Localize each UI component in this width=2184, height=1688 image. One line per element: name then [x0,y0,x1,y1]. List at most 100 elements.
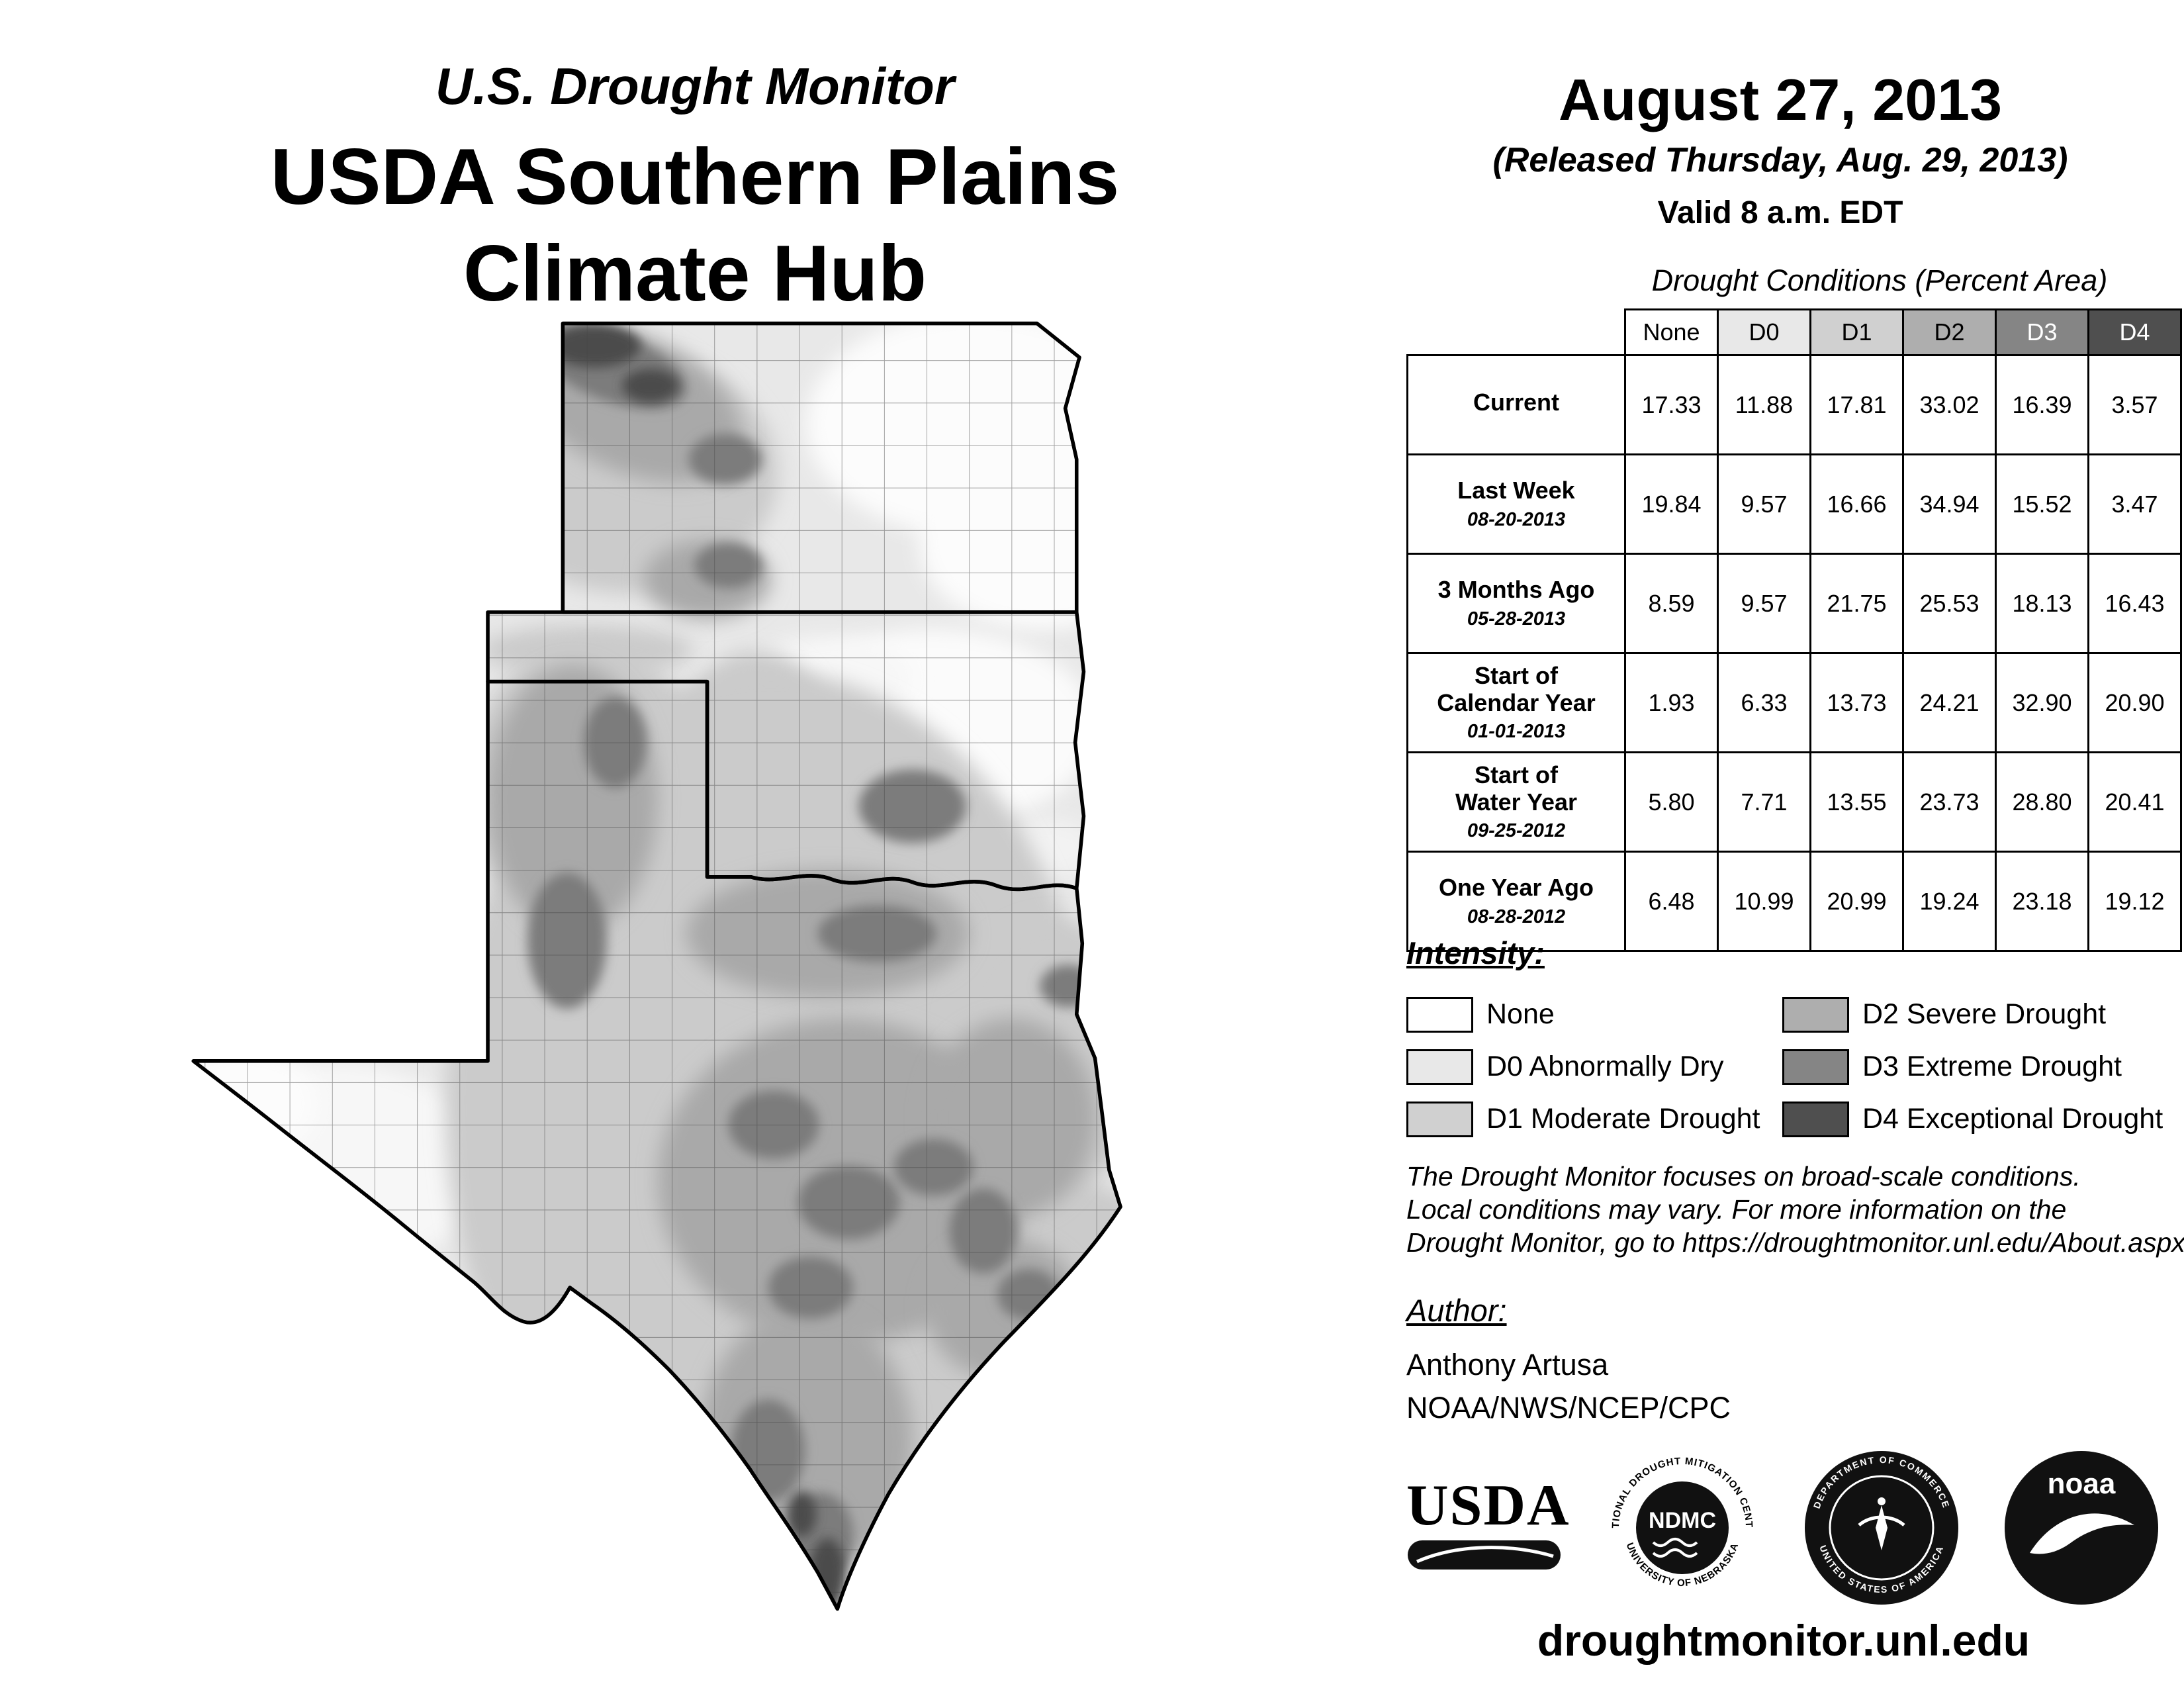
d4-swatch [1782,1101,1849,1137]
table-cell: 20.41 [2087,751,2182,853]
table-cell: 19.24 [1902,851,1997,952]
table-cell: 28.80 [1995,751,2089,853]
row-label: 3 Months Ago [1437,576,1595,604]
table-cell: 6.33 [1717,652,1811,753]
row-label-cell: Last Week 08-20-2013 [1406,453,1626,555]
logo-row: USDA NATIONAL DROUGHT MITIGATION CENTER … [1406,1446,2161,1609]
table-row-last-week: Last Week 08-20-2013 19.84 9.57 16.66 34… [1406,453,2182,555]
ndmc-logo-text: NDMC [1649,1508,1716,1533]
table-cell: 15.52 [1995,453,2089,555]
d1-swatch [1406,1101,1473,1137]
table-row-3-months-ago: 3 Months Ago 05-28-2013 8.59 9.57 21.75 … [1406,553,2182,654]
table-cell: 7.71 [1717,751,1811,853]
table-caption: Drought Conditions (Percent Area) [1651,263,2108,297]
release-date: (Released Thursday, Aug. 29, 2013) [1492,141,2068,179]
legend-item-d3: D3 Extreme Drought [1782,1049,2167,1085]
drought-shading [193,323,1121,1609]
usda-logo-text: USDA [1406,1474,1570,1538]
row-label-cell: Start of Water Year 09-25-2012 [1406,751,1626,853]
valid-time: Valid 8 a.m. EDT [1657,195,1903,230]
table-cell: 9.57 [1717,453,1811,555]
table-cell: 21.75 [1809,553,1904,654]
table-cell: 20.99 [1809,851,1904,952]
table-cell: 5.80 [1624,751,1719,853]
table-cell: 13.73 [1809,652,1904,753]
row-date: 01-01-2013 [1467,720,1566,742]
row-date: 09-25-2012 [1467,820,1566,841]
table-cell: 9.57 [1717,553,1811,654]
table-cell: 24.21 [1902,652,1997,753]
legend-item-d0: D0 Abnormally Dry [1406,1049,1782,1085]
table-cell: 10.99 [1717,851,1811,952]
row-label: Start of Calendar Year [1437,662,1596,716]
table-cell: 17.81 [1809,354,1904,455]
author-org: NOAA/NWS/NCEP/CPC [1406,1391,1731,1425]
table-row-start-calendar-year: Start of Calendar Year 01-01-2013 1.93 6… [1406,652,2182,753]
col-header-d4: D4 [2087,308,2182,356]
legend-grid: None D0 Abnormally Dry D1 Moderate Droug… [1406,988,2167,1145]
author-block: Author: Anthony Artusa NOAA/NWS/NCEP/CPC [1406,1292,1731,1430]
row-date: 08-28-2012 [1467,906,1566,927]
row-label: Current [1473,388,1559,416]
table-row-current: Current 17.33 11.88 17.81 33.02 16.39 3.… [1406,354,2182,455]
table-cell: 25.53 [1902,553,1997,654]
disclaimer: The Drought Monitor focuses on broad-sca… [1406,1160,2184,1259]
table-header-row: None D0 D1 D2 D3 D4 [1407,308,2182,356]
table-cell: 34.94 [1902,453,1997,555]
col-header-d1: D1 [1809,308,1904,356]
table-cell: 16.43 [2087,553,2182,654]
none-swatch [1406,996,1473,1033]
noaa-logo: noaa [2004,1450,2158,1605]
table-cell: 1.93 [1624,652,1719,753]
legend-item-d1: D1 Moderate Drought [1406,1101,1782,1137]
date-block: August 27, 2013 (Released Thursday, Aug.… [1403,66,2158,231]
table-cell: 20.90 [2087,652,2182,753]
row-label-cell: Start of Calendar Year 01-01-2013 [1406,652,1626,753]
noaa-logo-text: noaa [2048,1468,2116,1500]
table-cell: 32.90 [1995,652,2089,753]
legend-title: Intensity: [1406,935,1545,970]
table-cell: 11.88 [1717,354,1811,455]
usda-logo-swoosh [1408,1540,1561,1570]
map-date: August 27, 2013 [1558,67,2003,132]
state-borders [191,321,1122,1611]
col-header-d0: D0 [1717,308,1811,356]
row-label-cell: 3 Months Ago 05-28-2013 [1406,553,1626,654]
region-title-line2: Climate Hub [463,229,927,318]
table-row-one-year-ago: One Year Ago 08-28-2012 6.48 10.99 20.99… [1406,851,2182,952]
author-heading: Author: [1406,1293,1507,1328]
table-cell: 17.33 [1624,354,1719,455]
row-date: 05-28-2013 [1467,608,1566,630]
table-cell: 3.57 [2087,354,2182,455]
col-header-none: None [1624,308,1719,356]
report-title: U.S. Drought Monitor [435,57,955,115]
d3-swatch [1782,1049,1849,1085]
col-header-d3: D3 [1995,308,2089,356]
row-date: 08-20-2013 [1467,508,1566,530]
legend-item-d2: D2 Severe Drought [1782,996,2167,1033]
ndmc-logo: NATIONAL DROUGHT MITIGATION CENTER UNIVE… [1608,1453,1756,1602]
noaa-seabird-icon [2029,1513,2134,1554]
d0-swatch [1406,1049,1473,1085]
row-label-cell: One Year Ago 08-28-2012 [1406,851,1626,952]
doc-seal-logo: DEPARTMENT OF COMMERCE UNITED STATES OF … [1805,1450,1959,1605]
legend-item-d4: D4 Exceptional Drought [1782,1101,2167,1137]
row-label-cell: Current [1406,354,1626,455]
drought-map [162,318,1231,1634]
table-cell: 33.02 [1902,354,1997,455]
intensity-legend: Intensity: None D0 Abnormally Dry D1 Mod… [1406,935,2167,1145]
table-row-start-water-year: Start of Water Year 09-25-2012 5.80 7.71… [1406,751,2182,853]
table-cell: 3.47 [2087,453,2182,555]
region-title-line1: USDA Southern Plains [270,132,1120,221]
row-label: Last Week [1457,477,1575,504]
author-name: Anthony Artusa [1406,1348,1609,1382]
doc-inner-ring [1829,1475,1934,1580]
table-corner-cell [1407,309,1625,355]
table-cell: 19.84 [1624,453,1719,555]
disclaimer-line: The Drought Monitor focuses on broad-sca… [1406,1161,2081,1192]
legend-item-none: None [1406,996,1782,1033]
table-cell: 23.73 [1902,751,1997,853]
row-label: Start of Water Year [1455,761,1578,816]
disclaimer-line: Drought Monitor, go to https://droughtmo… [1406,1227,2184,1258]
